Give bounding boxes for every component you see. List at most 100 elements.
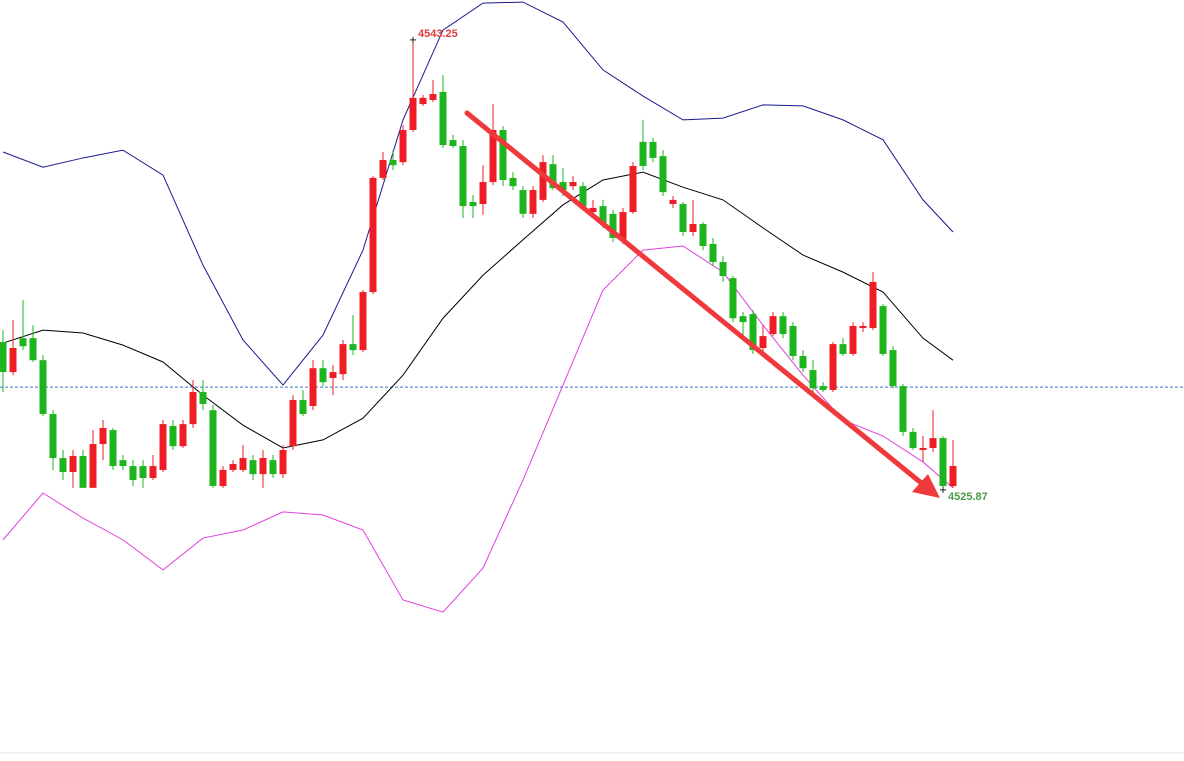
candle-body xyxy=(529,190,537,214)
candle-body xyxy=(369,177,377,293)
candle-body xyxy=(559,182,567,191)
candle-body xyxy=(669,199,677,205)
candle-body xyxy=(329,372,337,379)
candle-body xyxy=(399,129,407,163)
candle-body xyxy=(829,344,837,390)
candle-body xyxy=(429,93,437,100)
arrow-head xyxy=(912,474,940,498)
candle-body xyxy=(739,316,747,323)
candle-body xyxy=(9,348,17,373)
candle-body xyxy=(89,444,97,488)
candle-body xyxy=(239,458,247,470)
candle-body xyxy=(799,356,807,369)
trend-arrow xyxy=(464,110,940,498)
candle-body xyxy=(549,164,557,188)
candle-body xyxy=(459,146,467,207)
candle-body xyxy=(659,156,667,193)
candle-body xyxy=(539,162,547,200)
candle-body xyxy=(339,344,347,375)
candle-body xyxy=(219,469,227,487)
candle-body xyxy=(579,186,587,207)
candle-body xyxy=(909,431,917,448)
candle-body xyxy=(169,425,177,447)
candle-body xyxy=(69,455,77,473)
candle-body xyxy=(109,430,117,467)
candle-body xyxy=(779,316,787,335)
candle-body xyxy=(199,392,207,404)
candle-body xyxy=(639,141,647,166)
candle-body xyxy=(439,91,447,146)
band-line xyxy=(2,245,954,613)
candle-body xyxy=(139,466,147,478)
candle-body xyxy=(569,182,577,187)
candle-body xyxy=(419,97,427,105)
candle-body xyxy=(379,160,387,178)
candle-body xyxy=(869,281,877,329)
candle-body xyxy=(729,278,737,319)
candle-body xyxy=(929,438,937,448)
candle-body xyxy=(809,370,817,389)
annotation-marker xyxy=(940,486,946,493)
candle-body xyxy=(99,428,107,445)
candle-body xyxy=(309,368,317,407)
annotation-label: 4525.87 xyxy=(948,491,988,503)
arrow-shaft xyxy=(464,110,928,489)
annotation-label: 4543.25 xyxy=(418,28,458,40)
candle-body xyxy=(479,182,487,205)
candle-body xyxy=(849,325,857,354)
candle-body xyxy=(919,447,927,451)
candle-body xyxy=(689,223,697,233)
candle-body xyxy=(769,316,777,335)
candle-body xyxy=(39,360,47,415)
candle-body xyxy=(49,414,57,459)
candle-body xyxy=(189,392,197,425)
candle-body xyxy=(249,460,257,475)
candle-body xyxy=(719,262,727,277)
candle-body xyxy=(519,190,527,214)
candle-body xyxy=(609,213,617,238)
candle-body xyxy=(679,204,687,233)
candle-body xyxy=(789,325,797,357)
candle-body xyxy=(119,460,127,467)
candle-body xyxy=(79,455,87,488)
candle-body xyxy=(299,400,307,415)
candle-body xyxy=(129,466,137,481)
candle-body xyxy=(759,336,767,349)
candle-body xyxy=(59,458,67,473)
candle-body xyxy=(889,350,897,387)
candle-body xyxy=(699,223,707,246)
candle-body xyxy=(489,129,497,183)
candle-body xyxy=(279,450,287,475)
candle-body xyxy=(319,368,327,383)
candle-body xyxy=(589,207,597,213)
candle-body xyxy=(839,344,847,354)
candle-body xyxy=(619,212,627,241)
candle-body xyxy=(879,306,887,354)
band-line xyxy=(2,1,954,386)
candle-body xyxy=(229,464,237,470)
candle-body xyxy=(29,338,37,361)
candle-body xyxy=(949,466,957,487)
candle-body xyxy=(389,160,397,166)
candle-body xyxy=(629,165,637,213)
candle-body xyxy=(749,314,757,351)
band-line xyxy=(2,171,954,449)
candle-body xyxy=(939,438,947,487)
candle-body xyxy=(149,466,157,478)
candle-body xyxy=(509,177,517,187)
candle-body xyxy=(899,386,907,432)
candle-body xyxy=(209,410,217,487)
candle-body xyxy=(159,424,167,470)
candle-body xyxy=(359,292,367,351)
candle-body xyxy=(289,400,297,447)
candle-body xyxy=(449,140,457,147)
candle-body xyxy=(469,201,477,207)
candle-body xyxy=(259,458,267,475)
candle-body xyxy=(0,342,7,373)
candle-body xyxy=(349,344,357,351)
candle-body xyxy=(179,424,187,447)
annotation-marker xyxy=(410,36,416,43)
candle-body xyxy=(499,129,507,180)
